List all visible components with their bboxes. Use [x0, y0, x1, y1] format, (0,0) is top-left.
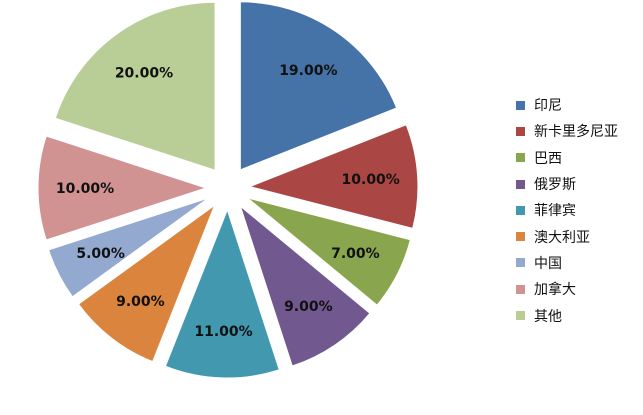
legend-label: 印尼 — [534, 98, 562, 115]
legend-swatch — [516, 311, 525, 321]
legend-swatch — [516, 100, 525, 110]
pie-slice-9 — [54, 1, 216, 171]
legend-swatch — [516, 205, 525, 215]
legend-swatch — [516, 179, 525, 189]
pie-value-label-4: 9.00% — [284, 299, 333, 315]
legend-swatch — [516, 284, 525, 294]
legend-item-8: 加拿大 — [516, 276, 641, 302]
pie-slice-5 — [164, 208, 280, 379]
legend-label: 澳大利亚 — [534, 229, 590, 246]
pie-value-label-2: 10.00% — [342, 172, 400, 188]
pie-slice-4 — [239, 204, 371, 367]
legend-swatch — [516, 126, 525, 136]
pie-value-label-7: 5.00% — [76, 246, 125, 262]
legend-label: 加拿大 — [534, 282, 576, 299]
pie-value-label-9: 20.00% — [115, 65, 173, 81]
pie-value-labels: 19.00% 10.00% 7.00% 9.00% 11.00% 9.00% 5.00% 10… — [56, 63, 400, 340]
legend-item-7: 中国 — [516, 250, 641, 276]
legend-item-6: 澳大利亚 — [516, 223, 641, 249]
pie-value-label-6: 9.00% — [116, 294, 165, 310]
legend-label: 俄罗斯 — [534, 177, 576, 194]
pie-slice-7 — [47, 197, 209, 298]
legend-item-2: 新卡里多尼亚 — [516, 118, 641, 144]
pie-value-label-8: 10.00% — [56, 181, 114, 197]
pie-slices — [37, 1, 419, 379]
pie-slice-6 — [77, 203, 216, 363]
pie-value-label-5: 11.00% — [194, 324, 252, 340]
legend-label: 巴西 — [534, 150, 562, 167]
legend-label: 中国 — [534, 255, 562, 272]
legend-item-1: 印尼 — [516, 92, 641, 118]
pie-slice-1 — [239, 1, 398, 171]
legend-label: 其他 — [534, 308, 562, 325]
pie-value-label-3: 7.00% — [331, 246, 380, 262]
legend-item-5: 菲律宾 — [516, 197, 641, 223]
pie-slice-3 — [247, 197, 411, 306]
pie-slice-2 — [248, 124, 419, 230]
pie-slice-8 — [37, 135, 208, 241]
legend-label: 新卡里多尼亚 — [534, 124, 618, 141]
pie-value-label-1: 19.00% — [279, 63, 337, 79]
legend: 印尼新卡里多尼亚 巴西俄罗斯菲律宾澳大利亚中国加拿大其他 — [516, 92, 641, 329]
legend-item-9: 其他 — [516, 302, 641, 328]
legend-label: 菲律宾 — [534, 203, 576, 220]
legend-swatch — [516, 153, 525, 163]
legend-swatch — [516, 258, 525, 268]
legend-swatch — [516, 232, 525, 242]
legend-item-3: 巴西 — [516, 145, 641, 171]
legend-item-4: 俄罗斯 — [516, 171, 641, 197]
